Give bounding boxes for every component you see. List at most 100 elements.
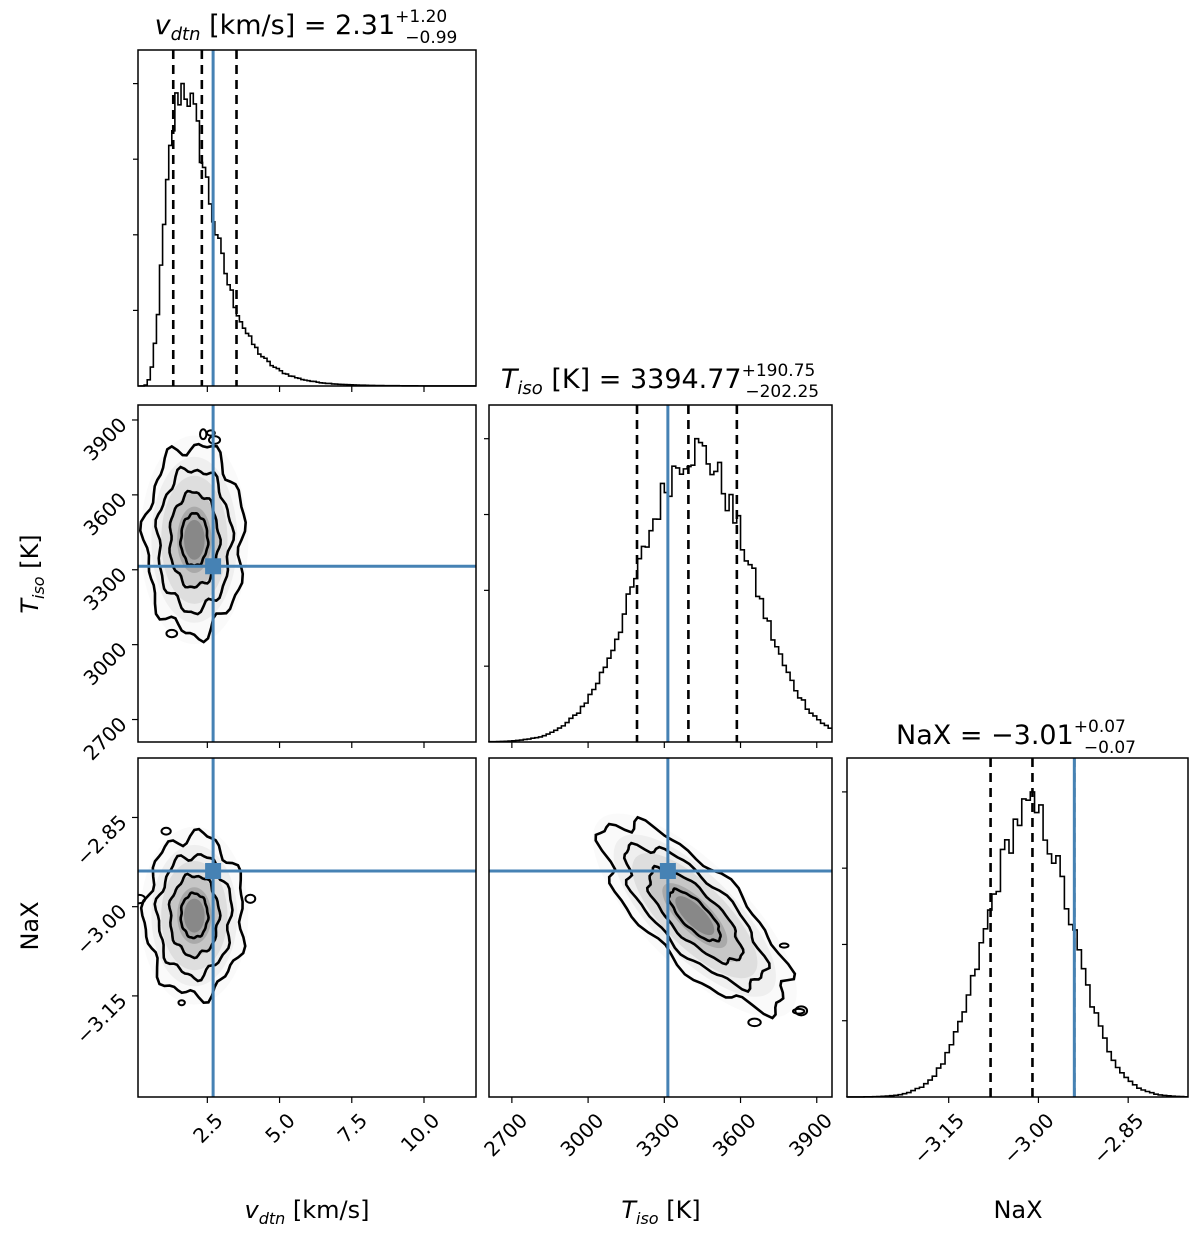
density-shade <box>662 883 728 949</box>
density-shade <box>184 898 205 933</box>
histogram-step-vdtn <box>138 82 476 387</box>
axes-frame <box>137 404 477 743</box>
density-layer <box>138 758 476 1097</box>
y-tick-label-tiso: 3000 <box>79 637 132 690</box>
contour-island <box>244 893 257 904</box>
density-layer <box>138 405 476 742</box>
density-shade <box>184 519 205 560</box>
title-tiso-plus: +190.75 <box>742 361 816 381</box>
hist-panel-vdtn <box>133 49 477 387</box>
title-vdtn-main: v <box>155 10 172 41</box>
contour-level <box>167 872 222 960</box>
x-tick-label-nax: −3.00 <box>998 1108 1058 1168</box>
x-tick-label-vdtn: 2.5 <box>188 1108 227 1147</box>
contour-level <box>594 815 797 1020</box>
axes-frame-tiso <box>488 404 833 743</box>
contour-island <box>138 893 147 905</box>
density-panel-vdtn-nax <box>137 757 477 1098</box>
y-tick-label-nax: −3.00 <box>71 899 131 959</box>
xlabel-tiso: Tiso [K] <box>621 1196 700 1228</box>
xlabel-vdtn: vdtn [km/s] <box>244 1196 369 1228</box>
title-nax-value: = −3.01 <box>951 720 1074 751</box>
contour-island <box>177 999 186 1007</box>
axes-frame-nax <box>846 757 1189 1098</box>
title-tiso-sub: iso <box>517 378 542 399</box>
x-tick-label-tiso: 3600 <box>708 1108 761 1161</box>
density-layer <box>489 758 832 1097</box>
title-vdtn-plus: +1.20 <box>395 7 447 27</box>
contour-level <box>667 887 722 943</box>
hist-panel-nax <box>842 757 1189 1098</box>
contour-level <box>178 512 210 567</box>
truth-marker <box>205 863 222 879</box>
ylabel-tiso-main: T <box>16 597 44 614</box>
hist-panel-tiso <box>484 404 833 743</box>
contour-level <box>139 827 247 1004</box>
y-tick-label-tiso: 3900 <box>79 413 132 466</box>
xlabel-tiso-main: T <box>621 1196 638 1224</box>
y-tick-label-nax: −3.15 <box>71 988 131 1048</box>
axes-frame-vdtn <box>137 49 477 387</box>
x-tick-label-vdtn: 5.0 <box>260 1108 299 1147</box>
x-tick-label-vdtn: 10.0 <box>396 1108 444 1156</box>
contour-island <box>747 1017 762 1028</box>
title-vdtn-value: [km/s] = 2.31 <box>201 10 396 41</box>
contour-island <box>165 628 179 639</box>
title-tiso-minus: −202.25 <box>745 382 819 402</box>
contour-level <box>645 864 745 966</box>
title-tiso-main: T <box>501 364 520 395</box>
x-tick-label-tiso: 3900 <box>784 1108 837 1161</box>
contour-island <box>160 826 172 836</box>
y-tick-label-tiso: 3600 <box>79 487 132 540</box>
contour-level <box>138 442 247 644</box>
y-tick-label-nax: −2.85 <box>71 810 131 870</box>
title-tiso-value: [K] = 3394.77 <box>543 364 742 395</box>
x-tick-label-tiso: 3300 <box>632 1108 685 1161</box>
density-shade <box>169 875 219 957</box>
y-tick-label-tiso: 2700 <box>79 712 132 765</box>
xlabel-nax: NaX <box>993 1196 1042 1224</box>
contour-island <box>794 1005 809 1017</box>
xlabel-vdtn-sub: dtn <box>259 1209 286 1228</box>
x-tick-label-vdtn: 7.5 <box>333 1108 372 1147</box>
title-nax: NaX = −3.01+0.07 −0.07 <box>896 717 1136 758</box>
title-vdtn: vdtn [km/s] = 2.31+1.20 −0.99 <box>155 7 458 48</box>
contour-level <box>622 841 771 994</box>
density-shade <box>675 896 715 936</box>
ylabel-tiso-unit: [K] <box>16 534 44 576</box>
density-shade <box>151 844 238 987</box>
contour-level <box>179 891 210 940</box>
x-tick-label-tiso: 3000 <box>555 1108 608 1161</box>
contour-island <box>778 942 790 949</box>
histogram-step-nax <box>846 791 1188 1098</box>
axes-frame <box>137 757 477 1098</box>
title-vdtn-sub: dtn <box>171 24 201 45</box>
x-tick-label-nax: −3.15 <box>909 1108 969 1168</box>
title-nax-plus: +0.07 <box>1074 717 1126 737</box>
xlabel-vdtn-main: v <box>244 1196 259 1224</box>
y-tick-label-tiso: 3300 <box>79 562 132 615</box>
truth-marker <box>659 863 676 879</box>
title-nax-minus: −0.07 <box>1084 738 1136 758</box>
contour-level <box>168 489 222 589</box>
histogram-step-tiso <box>488 437 832 743</box>
contour-island <box>205 429 216 437</box>
density-shade <box>613 834 776 997</box>
xlabel-vdtn-unit: [km/s] <box>285 1196 369 1224</box>
ylabel-tiso-sub: iso <box>29 576 48 599</box>
ylabel-tiso: Tiso [K] <box>16 534 48 613</box>
density-panel-vdtn-tiso <box>137 404 477 743</box>
title-vdtn-minus: −0.99 <box>405 28 457 48</box>
contour-island <box>791 1007 806 1015</box>
xlabel-tiso-unit: [K] <box>659 1196 701 1224</box>
ylabel-nax: NaX <box>16 901 44 950</box>
axes-frame <box>488 757 833 1098</box>
density-shade <box>632 852 758 979</box>
x-tick-label-nax: −2.85 <box>1088 1108 1148 1168</box>
density-panel-tiso-nax <box>488 757 833 1098</box>
title-tiso: Tiso [K] = 3394.77+190.75 −202.25 <box>501 361 819 402</box>
x-tick-label-tiso: 2700 <box>479 1108 532 1161</box>
xlabel-tiso-sub: iso <box>636 1209 659 1228</box>
truth-marker <box>205 558 222 575</box>
